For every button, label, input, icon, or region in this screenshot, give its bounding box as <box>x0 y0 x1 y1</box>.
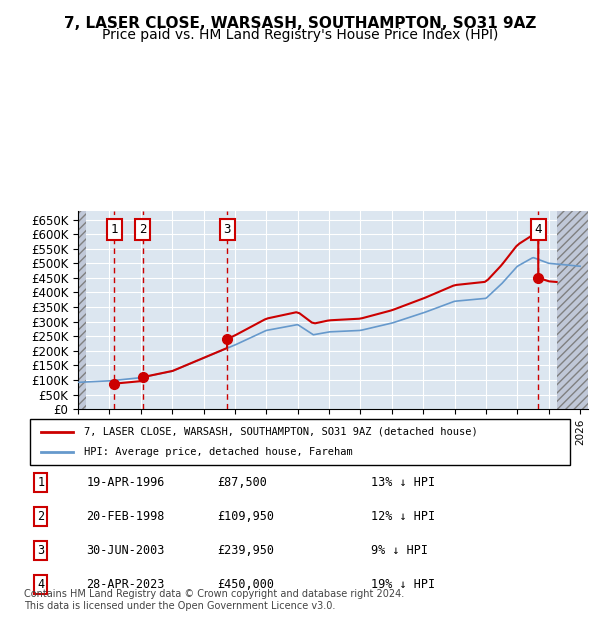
Text: 1: 1 <box>37 476 44 489</box>
Text: 4: 4 <box>535 223 542 236</box>
Text: HPI: Average price, detached house, Fareham: HPI: Average price, detached house, Fare… <box>84 447 353 457</box>
Text: Price paid vs. HM Land Registry's House Price Index (HPI): Price paid vs. HM Land Registry's House … <box>102 28 498 42</box>
FancyBboxPatch shape <box>30 418 570 465</box>
Text: 2: 2 <box>37 510 44 523</box>
Text: 3: 3 <box>37 544 44 557</box>
Text: 7, LASER CLOSE, WARSASH, SOUTHAMPTON, SO31 9AZ: 7, LASER CLOSE, WARSASH, SOUTHAMPTON, SO… <box>64 16 536 30</box>
Text: Contains HM Land Registry data © Crown copyright and database right 2024.
This d: Contains HM Land Registry data © Crown c… <box>24 589 404 611</box>
Text: 3: 3 <box>223 223 231 236</box>
Text: £239,950: £239,950 <box>218 544 275 557</box>
Text: 13% ↓ HPI: 13% ↓ HPI <box>371 476 436 489</box>
Text: 7, LASER CLOSE, WARSASH, SOUTHAMPTON, SO31 9AZ (detached house): 7, LASER CLOSE, WARSASH, SOUTHAMPTON, SO… <box>84 427 478 436</box>
Text: 1: 1 <box>110 223 118 236</box>
Text: £450,000: £450,000 <box>218 578 275 591</box>
Text: 4: 4 <box>37 578 44 591</box>
Text: 30-JUN-2003: 30-JUN-2003 <box>86 544 165 557</box>
Text: 2: 2 <box>139 223 146 236</box>
Text: 9% ↓ HPI: 9% ↓ HPI <box>371 544 428 557</box>
Text: 19-APR-1996: 19-APR-1996 <box>86 476 165 489</box>
Text: 28-APR-2023: 28-APR-2023 <box>86 578 165 591</box>
Bar <box>557 211 588 409</box>
Text: 12% ↓ HPI: 12% ↓ HPI <box>371 510 436 523</box>
Text: 20-FEB-1998: 20-FEB-1998 <box>86 510 165 523</box>
Text: 19% ↓ HPI: 19% ↓ HPI <box>371 578 436 591</box>
Bar <box>78 211 86 409</box>
Text: £109,950: £109,950 <box>218 510 275 523</box>
Text: £87,500: £87,500 <box>218 476 268 489</box>
